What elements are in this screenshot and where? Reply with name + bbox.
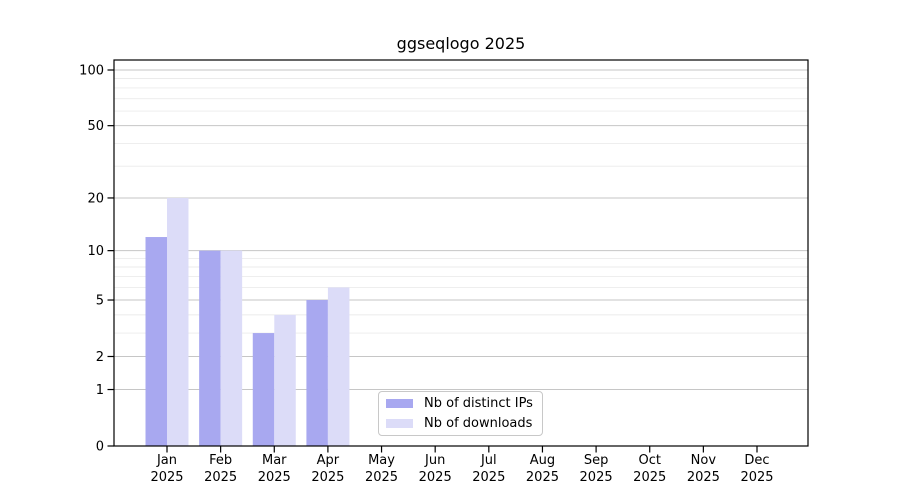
x-tick-label-month: Apr — [317, 453, 340, 468]
bar-downloads — [167, 197, 189, 446]
x-tick-label-year: 2025 — [740, 470, 773, 485]
x-tick-label-year: 2025 — [311, 470, 344, 485]
x-tick-label-year: 2025 — [472, 470, 505, 485]
legend-item: Nb of distinct IPs — [386, 395, 542, 412]
x-tick-label-month: Sep — [584, 453, 609, 468]
bar-downloads — [327, 287, 350, 446]
bar-downloads — [274, 314, 296, 446]
x-tick-label-year: 2025 — [419, 470, 452, 485]
x-tick-label-year: 2025 — [580, 470, 613, 485]
axis-frame — [113, 59, 809, 447]
y-tick-label: 1 — [96, 383, 104, 398]
legend-label-distinct-ips: Nb of distinct IPs — [424, 396, 533, 411]
x-tick-label-month: Jun — [424, 453, 445, 468]
x-tick-label-year: 2025 — [365, 470, 398, 485]
x-tick-label-month: Mar — [262, 453, 287, 468]
bar-distinct-ips — [145, 237, 167, 446]
x-tick-label-month: May — [368, 453, 395, 468]
x-tick-label-month: Nov — [691, 453, 717, 468]
bar-distinct-ips — [199, 250, 221, 446]
chart-title: ggseqlogo 2025 — [396, 34, 526, 53]
y-tick-label: 0 — [96, 440, 104, 455]
legend-swatch-distinct-ips-icon — [386, 399, 413, 408]
x-tick-label-year: 2025 — [526, 470, 559, 485]
x-tick-label-month: Aug — [530, 453, 555, 468]
x-tick-label-month: Jan — [156, 453, 177, 468]
y-tick-label: 100 — [79, 64, 104, 79]
y-tick-label: 5 — [96, 294, 104, 309]
x-tick-label-month: Jul — [480, 453, 497, 468]
x-tick-label-year: 2025 — [258, 470, 291, 485]
x-tick-label-month: Feb — [209, 453, 232, 468]
x-tick-label-year: 2025 — [633, 470, 666, 485]
y-tick-label: 10 — [87, 244, 104, 259]
legend-item: Nb of downloads — [386, 415, 542, 432]
bar-distinct-ips — [306, 300, 328, 446]
x-tick-label-month: Oct — [638, 453, 660, 468]
x-tick-label-year: 2025 — [204, 470, 237, 485]
bar-distinct-ips — [252, 333, 275, 446]
x-tick-label-month: Dec — [744, 453, 769, 468]
legend-label-downloads: Nb of downloads — [424, 416, 533, 431]
x-tick-label-year: 2025 — [687, 470, 720, 485]
bar-downloads — [220, 250, 243, 446]
y-tick-label: 2 — [96, 350, 104, 365]
y-tick-label: 20 — [87, 191, 104, 206]
legend: Nb of distinct IPs Nb of downloads — [378, 391, 543, 436]
x-tick-label-year: 2025 — [150, 470, 183, 485]
y-tick-label: 50 — [87, 119, 104, 134]
legend-swatch-downloads-icon — [386, 419, 413, 428]
